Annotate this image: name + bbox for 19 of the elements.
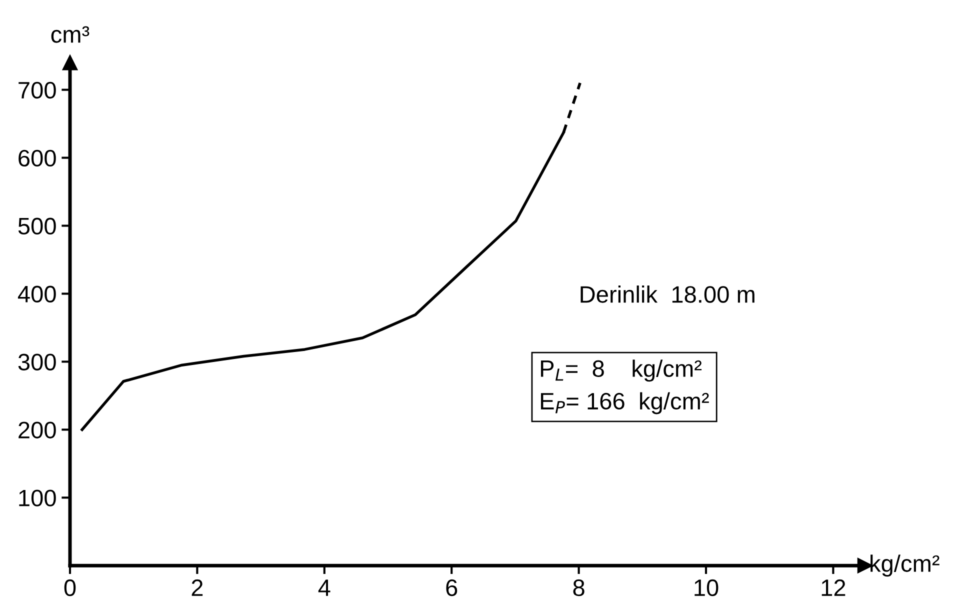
y-tick-label: 700 — [18, 82, 56, 99]
x-tick-label: 4 — [318, 580, 330, 596]
x-tick-label: 0 — [64, 579, 76, 596]
y-tick-label: 100 — [19, 490, 56, 506]
annotation: P$_{L}$= 8 kg/cm² — [540, 360, 702, 382]
annotation: E$_{P}$= 166 kg/cm² — [540, 392, 709, 414]
x-tick-label: 2 — [192, 579, 203, 596]
x-tick-label: 8 — [573, 579, 584, 596]
y-axis-title: cm³ — [51, 26, 90, 43]
y-tick-label: 200 — [18, 422, 56, 438]
y-tick-label: 300 — [18, 354, 56, 370]
annotation: Derinlik 18.00 m — [580, 285, 754, 303]
x-axis-title: kg/cm² — [870, 554, 940, 577]
y-tick-label: 400 — [18, 286, 56, 302]
x-tick-label: 12 — [822, 579, 846, 596]
x-tick-label: 6 — [446, 579, 458, 596]
y-tick-label: 600 — [18, 150, 56, 167]
y-tick-label: 500 — [18, 218, 56, 235]
x-tick-label: 10 — [694, 579, 718, 596]
